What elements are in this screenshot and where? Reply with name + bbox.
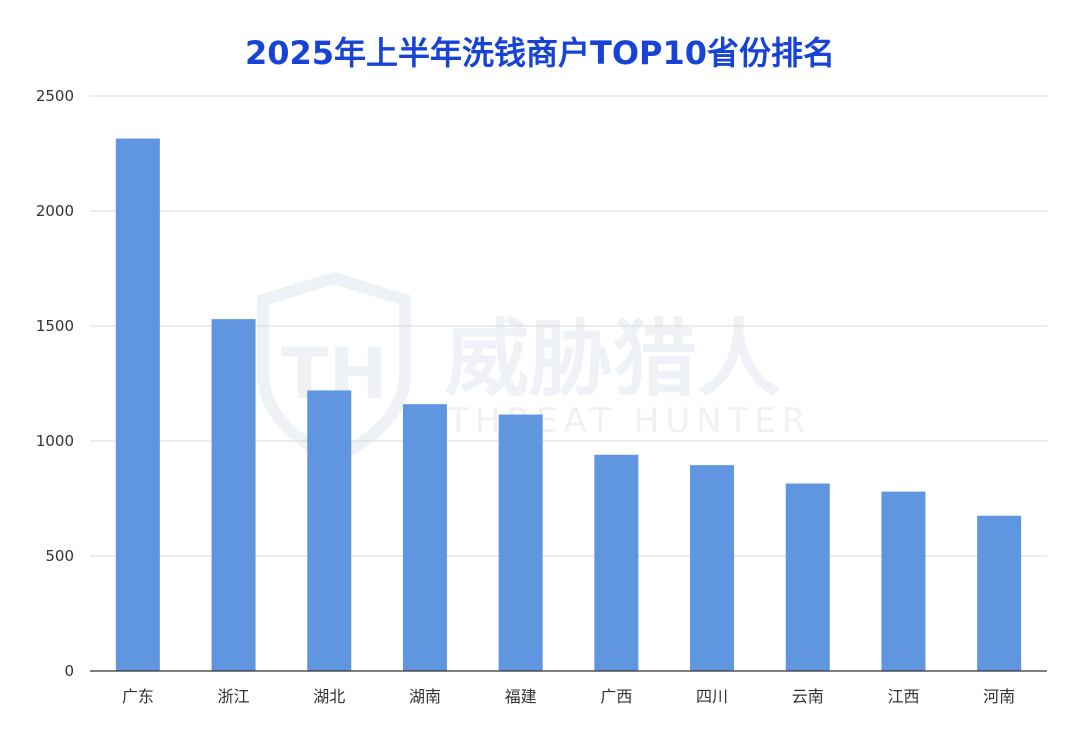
bar bbox=[115, 138, 160, 672]
x-tick-label: 江西 bbox=[887, 687, 919, 706]
watermark-text-cn: 威胁猎人 bbox=[445, 310, 781, 408]
y-tick-label: 1500 bbox=[36, 317, 74, 335]
x-tick-label: 云南 bbox=[792, 687, 824, 706]
x-tick-label: 广西 bbox=[600, 687, 632, 706]
bar bbox=[498, 414, 543, 671]
x-tick-label: 湖北 bbox=[313, 687, 345, 706]
x-tick-label: 福建 bbox=[505, 687, 537, 706]
bar bbox=[211, 319, 256, 671]
bars-layer bbox=[115, 138, 1022, 672]
bar bbox=[594, 454, 639, 671]
bar bbox=[785, 483, 830, 671]
y-tick-label: 500 bbox=[45, 547, 74, 565]
bar bbox=[977, 515, 1022, 671]
chart-title: 2025年上半年洗钱商户TOP10省份排名 bbox=[245, 34, 835, 72]
y-tick-label: 0 bbox=[64, 662, 74, 680]
y-tick-label: 1000 bbox=[36, 432, 74, 450]
y-tick-label: 2000 bbox=[36, 202, 74, 220]
bar bbox=[690, 465, 735, 671]
y-tick-label: 2500 bbox=[36, 87, 74, 105]
x-tick-label: 河南 bbox=[983, 687, 1015, 706]
x-tick-label: 广东 bbox=[122, 687, 154, 706]
bar bbox=[881, 491, 926, 671]
x-tick-label: 浙江 bbox=[218, 687, 250, 706]
bar bbox=[307, 390, 352, 671]
bar bbox=[402, 404, 447, 671]
axis-layer: 0 500 1000 1500 2000 2500 广东 浙江 湖北 湖南 福建 广西 四川 云南 江西 河南 bbox=[36, 87, 1047, 706]
x-tick-label: 湖南 bbox=[409, 687, 441, 706]
x-tick-label: 四川 bbox=[696, 687, 728, 706]
